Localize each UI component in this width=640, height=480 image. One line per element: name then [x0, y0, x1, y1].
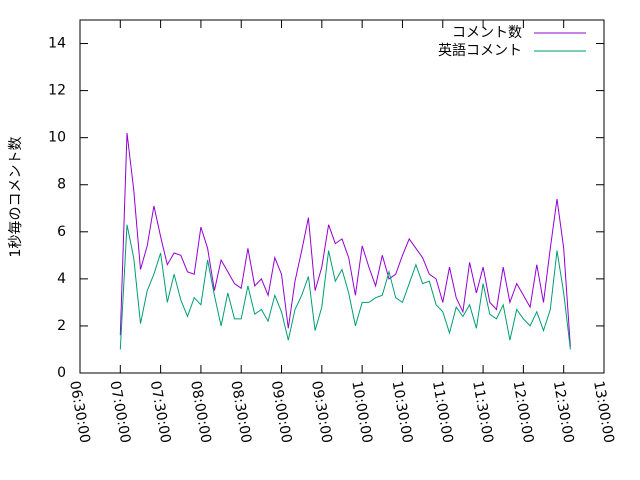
- x-tick-label: 13:00:00: [590, 380, 617, 445]
- x-tick-label: 08:30:00: [227, 380, 254, 445]
- series-line: [119, 224, 571, 350]
- y-tick-label: 0: [57, 365, 66, 381]
- x-tick-label: 11:30:00: [469, 380, 496, 445]
- series-line: [119, 132, 571, 348]
- y-tick-label: 12: [48, 83, 66, 99]
- x-tick-label: 11:00:00: [429, 380, 456, 445]
- x-tick-label: 10:30:00: [389, 380, 416, 445]
- x-tick-label: 12:30:00: [550, 380, 577, 445]
- y-tick-label: 8: [57, 177, 66, 193]
- x-tick-label: 08:00:00: [187, 380, 214, 445]
- x-tick-label: 07:30:00: [147, 380, 174, 445]
- x-tick-label: 09:00:00: [268, 380, 295, 445]
- x-tick-label: 06:30:00: [66, 380, 93, 445]
- legend-label: 英語コメント: [438, 42, 522, 59]
- y-tick-label: 6: [57, 224, 66, 240]
- x-tick-label: 07:00:00: [106, 380, 133, 445]
- x-tick-label: 09:30:00: [308, 380, 335, 445]
- y-tick-label: 14: [48, 36, 66, 52]
- y-tick-label: 2: [57, 318, 66, 334]
- x-tick-label: 12:00:00: [510, 380, 537, 445]
- x-tick-label: 10:00:00: [348, 380, 375, 445]
- y-tick-label: 4: [57, 271, 66, 287]
- y-tick-label: 10: [48, 130, 66, 146]
- y-axis-label: 1秒毎のコメント数: [8, 137, 24, 258]
- plot-border: [79, 19, 605, 374]
- legend-label: コメント数: [452, 25, 522, 41]
